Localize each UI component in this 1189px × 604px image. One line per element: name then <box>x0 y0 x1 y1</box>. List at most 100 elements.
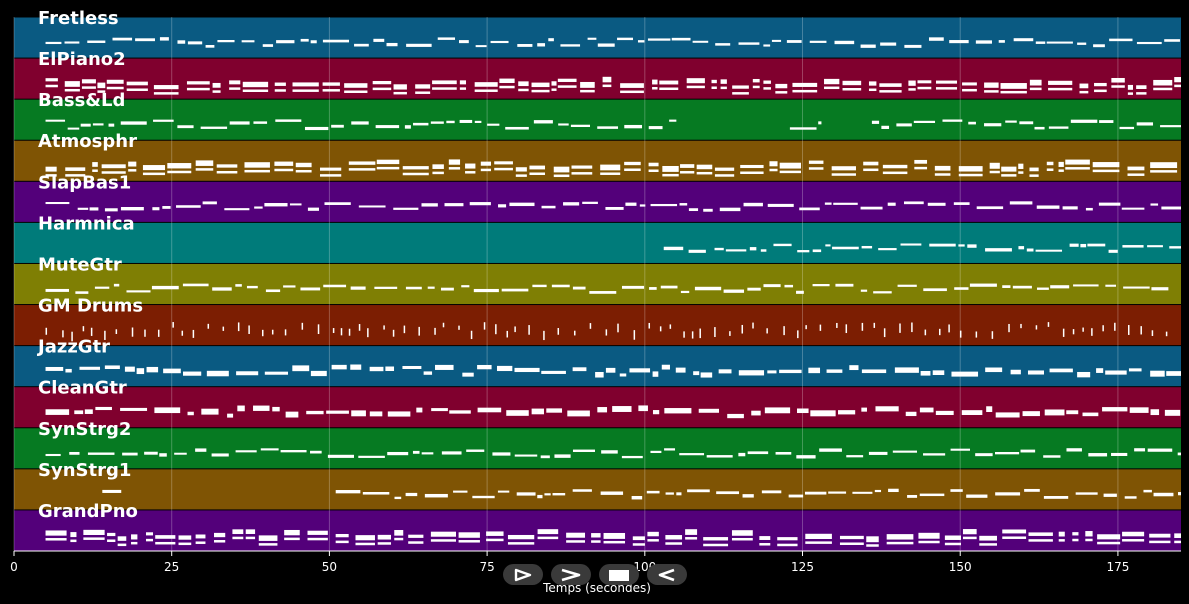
note <box>1077 42 1087 45</box>
x-tick-label: 175 <box>1106 560 1129 574</box>
note <box>1136 122 1154 126</box>
note <box>711 79 717 84</box>
note <box>458 540 480 543</box>
note <box>275 119 302 122</box>
note <box>413 122 429 126</box>
note <box>839 542 864 545</box>
note <box>117 536 127 541</box>
note <box>260 448 279 451</box>
note <box>664 448 676 451</box>
note <box>1164 39 1180 42</box>
note <box>835 283 854 287</box>
note <box>432 164 444 169</box>
note <box>1098 202 1121 206</box>
note <box>229 80 241 85</box>
note <box>216 164 238 168</box>
note <box>142 172 166 176</box>
note <box>773 243 792 247</box>
note <box>1029 79 1042 86</box>
note <box>531 82 550 88</box>
note <box>652 87 658 90</box>
note <box>45 327 48 335</box>
note <box>693 371 700 376</box>
note <box>665 535 683 540</box>
note <box>462 372 474 377</box>
note <box>1128 325 1130 335</box>
note <box>828 491 847 494</box>
note <box>120 207 144 211</box>
note <box>908 88 916 91</box>
note <box>529 172 546 175</box>
note <box>430 121 444 124</box>
note <box>743 202 763 207</box>
track-label: Bass&Ld <box>38 90 125 111</box>
note <box>421 203 438 207</box>
note <box>871 120 880 124</box>
note <box>284 537 300 541</box>
note <box>951 371 979 377</box>
back-button[interactable] <box>647 564 687 585</box>
note <box>580 89 595 93</box>
stop-button[interactable] <box>599 564 639 585</box>
note <box>369 411 383 417</box>
note <box>648 126 663 130</box>
note <box>280 450 307 453</box>
note <box>177 40 186 44</box>
note <box>775 91 788 94</box>
note <box>984 123 1002 127</box>
note <box>779 170 801 174</box>
note <box>87 452 115 455</box>
note <box>1105 370 1127 375</box>
note <box>326 410 349 414</box>
track-row <box>14 346 1181 387</box>
note <box>79 366 101 370</box>
note <box>792 89 818 93</box>
note <box>244 169 270 173</box>
note <box>1035 325 1038 330</box>
note <box>97 90 106 93</box>
note <box>253 405 270 411</box>
note <box>908 80 916 86</box>
note <box>262 44 274 47</box>
note <box>1102 407 1128 412</box>
note <box>474 89 498 92</box>
note <box>571 172 593 175</box>
note <box>186 81 210 85</box>
note <box>327 454 354 458</box>
next-button[interactable] <box>551 564 591 585</box>
note <box>543 330 545 341</box>
note <box>432 87 457 90</box>
note <box>842 87 862 91</box>
note <box>725 249 747 252</box>
note <box>1009 201 1033 205</box>
note <box>212 287 232 291</box>
note <box>131 541 138 545</box>
note <box>600 164 621 171</box>
note <box>1143 489 1152 493</box>
note <box>335 490 361 494</box>
note <box>403 325 406 334</box>
note <box>700 372 713 378</box>
note <box>167 170 192 174</box>
note <box>1082 327 1084 332</box>
note <box>732 92 749 95</box>
note <box>206 370 229 377</box>
note <box>763 87 771 90</box>
note <box>621 455 643 459</box>
note <box>809 40 827 43</box>
note <box>469 202 491 206</box>
note <box>692 40 709 43</box>
play-button[interactable] <box>503 564 543 585</box>
note <box>235 284 242 287</box>
note <box>741 324 744 334</box>
note <box>880 42 897 46</box>
note <box>995 412 1020 418</box>
note <box>659 80 679 85</box>
note <box>537 529 559 535</box>
note <box>714 167 735 171</box>
note <box>783 326 785 336</box>
note <box>883 328 886 338</box>
note <box>480 161 492 166</box>
note <box>597 407 608 413</box>
note <box>888 488 899 493</box>
